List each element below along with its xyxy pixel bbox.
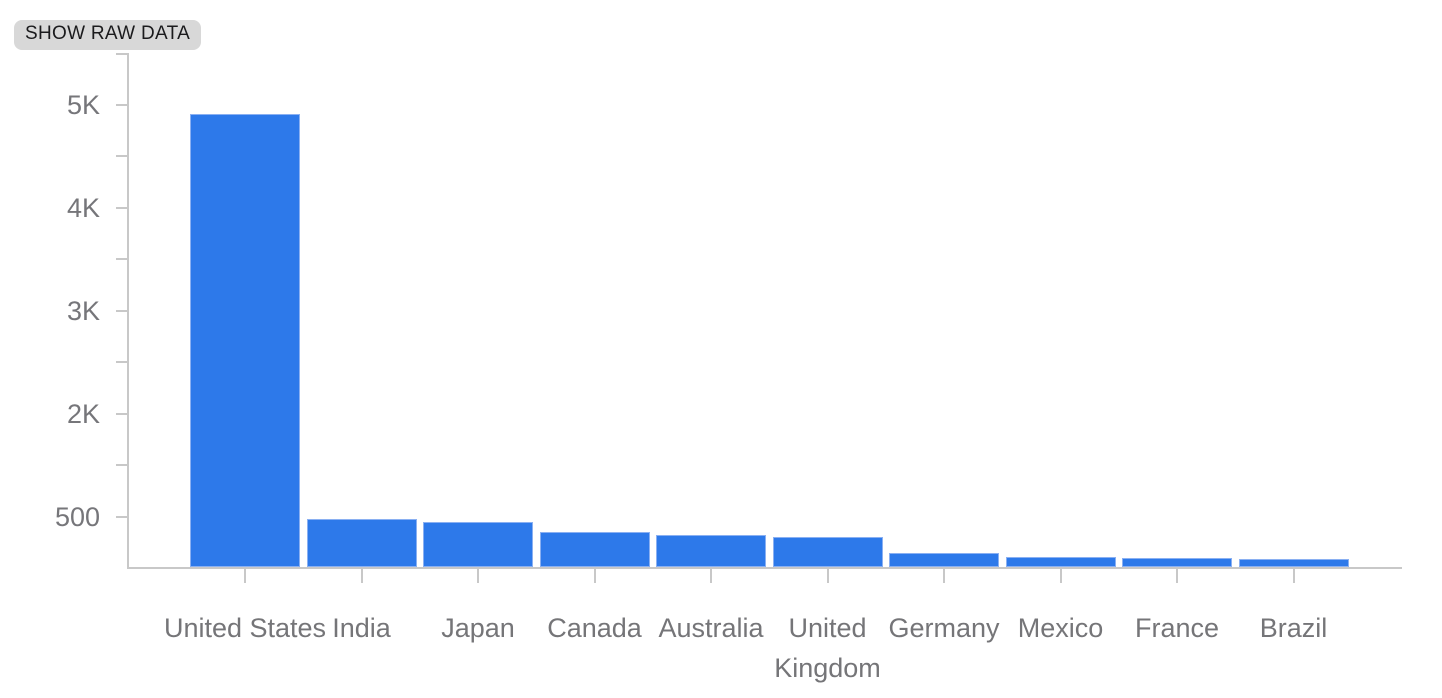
y-axis-major-tick bbox=[116, 310, 127, 312]
bar-united-kingdom[interactable] bbox=[772, 537, 883, 567]
y-axis-line bbox=[127, 53, 129, 569]
x-axis-tick-label: India bbox=[332, 613, 391, 643]
y-axis-minor-tick bbox=[116, 464, 127, 466]
x-axis-tick-label: Japan bbox=[441, 613, 515, 643]
y-axis-minor-tick bbox=[116, 258, 127, 260]
y-axis-tick-label: 3K bbox=[66, 296, 100, 326]
x-axis-tick-label: Germany bbox=[888, 613, 1000, 643]
x-axis-tick-label: Australia bbox=[658, 613, 764, 643]
x-axis-line bbox=[127, 567, 1402, 569]
bar-canada[interactable] bbox=[539, 532, 650, 567]
y-axis-major-tick bbox=[116, 516, 127, 518]
x-axis-tick bbox=[593, 569, 596, 583]
x-axis-tick-label: United States bbox=[163, 613, 327, 643]
x-axis-tick bbox=[943, 569, 945, 583]
y-axis-tick-label: 2K bbox=[66, 399, 100, 429]
y-axis-major-tick bbox=[116, 104, 127, 106]
x-axis-tick bbox=[710, 569, 712, 583]
y-axis-major-tick bbox=[116, 207, 127, 209]
y-axis-minor-tick bbox=[116, 53, 127, 55]
y-axis-major-tick bbox=[116, 413, 127, 415]
bar-france[interactable] bbox=[1122, 558, 1232, 567]
x-axis-tick bbox=[360, 569, 363, 583]
bar-japan[interactable] bbox=[423, 522, 533, 567]
x-axis-tick-label: France bbox=[1134, 613, 1220, 643]
y-axis-minor-tick bbox=[116, 361, 127, 363]
bar-united-states[interactable] bbox=[190, 114, 300, 567]
bar-brazil[interactable] bbox=[1238, 559, 1349, 567]
bar-india[interactable] bbox=[306, 519, 417, 567]
x-axis-tick bbox=[477, 569, 479, 583]
y-axis-tick-label: 4K bbox=[66, 193, 100, 223]
x-axis-tick bbox=[1059, 569, 1062, 583]
x-axis-tick bbox=[244, 569, 246, 583]
y-axis-tick-label: 500 bbox=[54, 502, 100, 532]
x-axis-tick-label: Canada bbox=[547, 613, 642, 643]
y-axis-minor-tick bbox=[116, 155, 127, 157]
x-axis-tick bbox=[826, 569, 829, 583]
x-axis-tick bbox=[1176, 569, 1178, 583]
x-axis-tick-label: United Kingdom bbox=[774, 613, 881, 683]
bar-australia[interactable] bbox=[656, 535, 766, 567]
x-axis-tick-label: Mexico bbox=[1017, 613, 1104, 643]
show-raw-data-button[interactable]: SHOW RAW DATA bbox=[14, 20, 202, 50]
x-axis-tick bbox=[1292, 569, 1295, 583]
y-axis-tick-label: 5K bbox=[66, 90, 100, 120]
x-axis-tick-label: Brazil bbox=[1259, 613, 1328, 643]
bar-mexico[interactable] bbox=[1005, 557, 1116, 567]
bar-germany[interactable] bbox=[889, 553, 999, 567]
